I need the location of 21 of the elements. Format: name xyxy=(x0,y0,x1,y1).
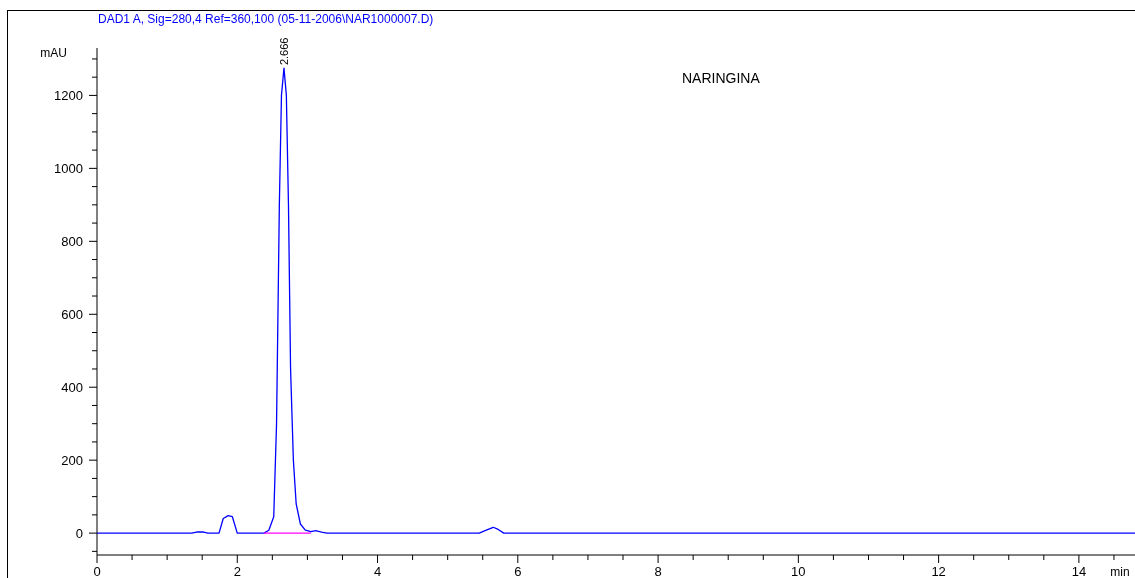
x-tick-label: 6 xyxy=(514,564,522,578)
annotation: 2.666 xyxy=(277,37,290,66)
x-tick-label: 0 xyxy=(93,564,101,578)
y-axis-title: mAU xyxy=(40,46,67,60)
y-tick-label: 600 xyxy=(61,307,83,323)
y-tick-label: 0 xyxy=(75,526,83,542)
line-series xyxy=(96,67,1135,534)
x-tick-label: 10 xyxy=(791,564,806,578)
x-tick-label: 4 xyxy=(373,564,382,578)
x-tick-label: 8 xyxy=(654,564,662,578)
x-tick-label: 12 xyxy=(931,564,946,578)
chart-title: DAD1 A, Sig=280,4 Ref=360,100 (05-11-2006\NAR1000007.D) xyxy=(98,12,434,26)
annotation: NARINGINA xyxy=(682,70,761,86)
y-tick-label: 200 xyxy=(61,453,83,469)
x-tick-label: 2 xyxy=(233,564,241,578)
y-tick-label: 1200 xyxy=(54,88,83,104)
y-tick-label: 400 xyxy=(61,380,83,396)
x-tick-label: 14 xyxy=(1071,564,1087,578)
x-axis-title: min xyxy=(1110,565,1130,578)
y-tick-label: 1000 xyxy=(54,161,83,177)
y-tick-label: 800 xyxy=(61,234,83,250)
